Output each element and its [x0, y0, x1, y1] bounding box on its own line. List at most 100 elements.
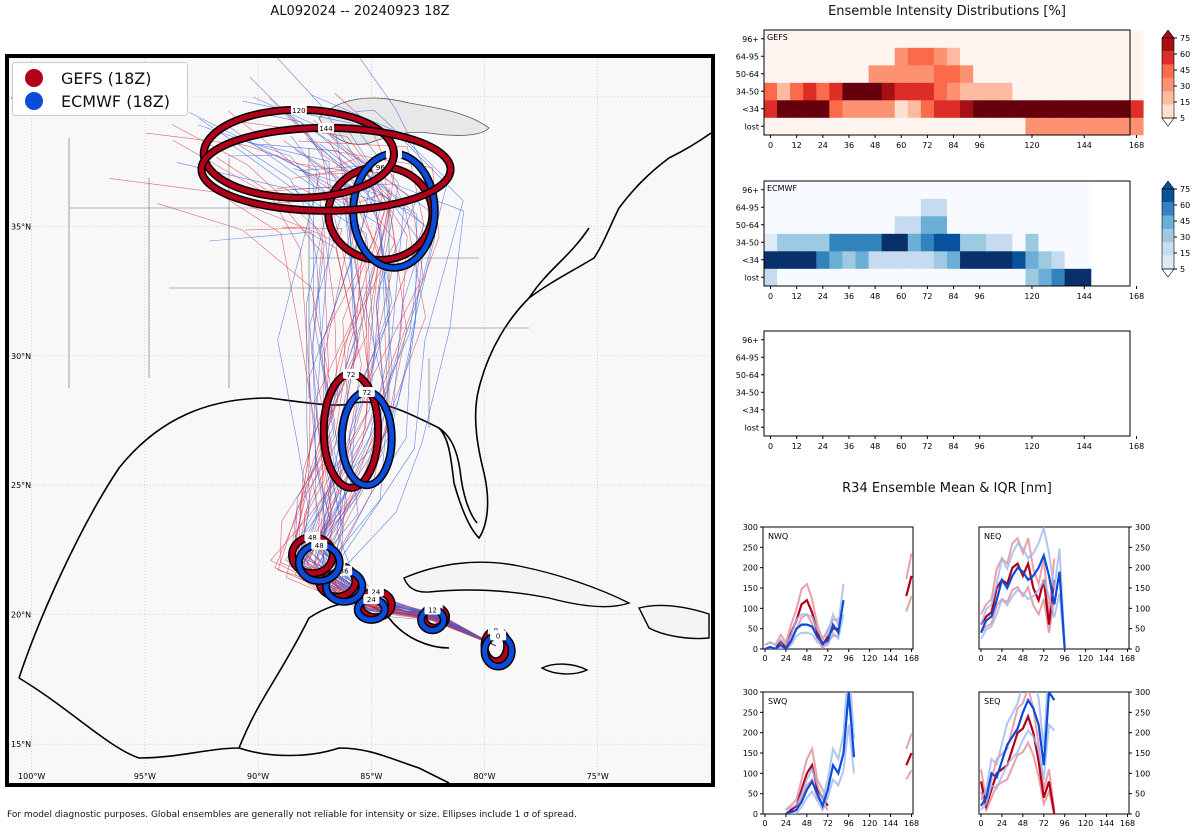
x-tick-label: 72 [922, 442, 932, 451]
iqr-lower-line [980, 584, 1056, 634]
heatmap-cell [920, 216, 935, 234]
heatmap-cell [1025, 117, 1039, 136]
heatmap-cell [907, 100, 922, 118]
heatmap-cell [1051, 268, 1066, 287]
legend-item-gefs: GEFS (18Z) [25, 67, 151, 89]
heatmap-cell [842, 198, 856, 217]
heatmap-cell [960, 216, 974, 234]
y-tick-label: 64-95 [736, 52, 759, 61]
heatmap-cell [764, 117, 778, 136]
heatmap-cell [816, 117, 830, 136]
heatmap-cell [803, 216, 817, 234]
ellipse-hour-label: 24 [367, 596, 376, 604]
colorbar-segment [1162, 202, 1174, 216]
x-tick-label: 72 [823, 819, 833, 828]
heatmap-cell [764, 65, 778, 83]
ellipse-hour-label: 24 [371, 588, 380, 596]
heatmap-cell [790, 268, 804, 287]
heatmap-cell [999, 233, 1013, 252]
ecmwf-mean-line [979, 552, 1066, 649]
heatmap-cell [933, 117, 948, 136]
heatmap-cell [1103, 82, 1118, 101]
y-tick-label: 200 [743, 564, 758, 573]
heatmap-cell [803, 117, 817, 136]
y-tick-label: lost [745, 423, 759, 432]
x-tick-label: 168 [1120, 654, 1135, 663]
heatmap-cell [933, 100, 948, 118]
y-tick-label: 50 [1135, 790, 1145, 799]
y-tick-label: <34 [742, 256, 759, 265]
heatmap-cell [803, 47, 817, 66]
x-tick-label: 24 [818, 141, 828, 150]
x-tick-label: 72 [1039, 654, 1049, 663]
legend-dot-ecmwf [25, 92, 43, 110]
heatmap-cell [790, 233, 804, 252]
heatmap-cell [1025, 233, 1039, 252]
heatmap-cell [868, 100, 883, 118]
heatmap-cell [920, 181, 935, 199]
colorbar-tick-label: 75 [1180, 185, 1190, 194]
heatmap-cell [881, 181, 896, 199]
iqr-upper-line [764, 583, 845, 647]
yucatan-coastline [18, 602, 450, 759]
map-title: AL092024 -- 20240923 18Z [270, 4, 450, 19]
x-tick-label: 48 [870, 292, 880, 301]
gefs-track [290, 92, 497, 647]
heatmap-cell [790, 216, 804, 234]
heatmap-cell [960, 268, 974, 287]
heatmap-cell [1012, 251, 1026, 269]
heatmap-cell [1025, 198, 1039, 217]
heatmap-cell [907, 82, 922, 101]
legend-label-ecmwf: ECMWF (18Z) [61, 91, 170, 111]
ellipse-label-bg [490, 630, 507, 641]
heatmap-cell [764, 233, 778, 252]
y-tick-label: 34-50 [736, 87, 759, 96]
heatmap-cell [933, 198, 948, 217]
heatmap-cell [1090, 65, 1105, 83]
heatmap-cell [973, 117, 987, 136]
heatmap-cell [868, 216, 883, 234]
heatmap-cell [986, 181, 1000, 199]
heatmap-cell [790, 82, 804, 101]
legend-item-ecmwf: ECMWF (18Z) [25, 90, 170, 112]
x-tick-label: 96 [1060, 654, 1070, 663]
colorbar-segment [1162, 242, 1174, 256]
heatmap-cell [816, 47, 830, 66]
heatmap-cell [920, 30, 935, 48]
heatmap-cell [803, 251, 817, 269]
x-tick-label: 12 [792, 141, 802, 150]
heatmap-cell [947, 233, 961, 252]
colorbar-tick-label: 30 [1180, 82, 1190, 91]
heatmap-cell [960, 198, 974, 217]
colorbar-frame [1161, 188, 1175, 270]
heatmap-cell [868, 181, 883, 199]
y-tick-label: 150 [743, 584, 758, 593]
quadrant-label: SEQ [984, 697, 1000, 706]
heatmap-cell [920, 82, 935, 101]
x-tick-label: 36 [844, 292, 854, 301]
heatmap-cell [1116, 100, 1131, 118]
heatmap-cell [764, 216, 778, 234]
heatmap-cell [777, 233, 791, 252]
map-legend: GEFS (18Z) ECMWF (18Z) [12, 62, 188, 116]
heatmap-cell [764, 268, 778, 287]
colorbar-extend-top [1161, 29, 1175, 39]
x-tick-label: 36 [844, 141, 854, 150]
jamaica-coastline [540, 663, 589, 675]
heatmap-cell [1038, 268, 1053, 287]
heatmap-cell [881, 65, 896, 83]
colorbar-segment [1162, 229, 1174, 243]
heatmap-cell [1077, 268, 1092, 287]
iqr-upper-line [764, 553, 913, 647]
x-tick-label: 24 [997, 654, 1007, 663]
heatmap-cell [868, 268, 883, 287]
heatmap-cell [829, 100, 843, 118]
colorbar-segment [1162, 78, 1174, 92]
heatmap-cell [881, 30, 896, 48]
legend-dot-gefs [25, 69, 43, 87]
colorbar-segment [1162, 104, 1174, 118]
heatmap-cell [947, 268, 961, 287]
heatmap-cell [1064, 47, 1079, 66]
heatmap-panel: ECMWF lost <34 34-50 50-64 64-95 96+ 0 12 24 36 48 6… [736, 180, 1190, 301]
heatmap-cell [933, 216, 948, 234]
